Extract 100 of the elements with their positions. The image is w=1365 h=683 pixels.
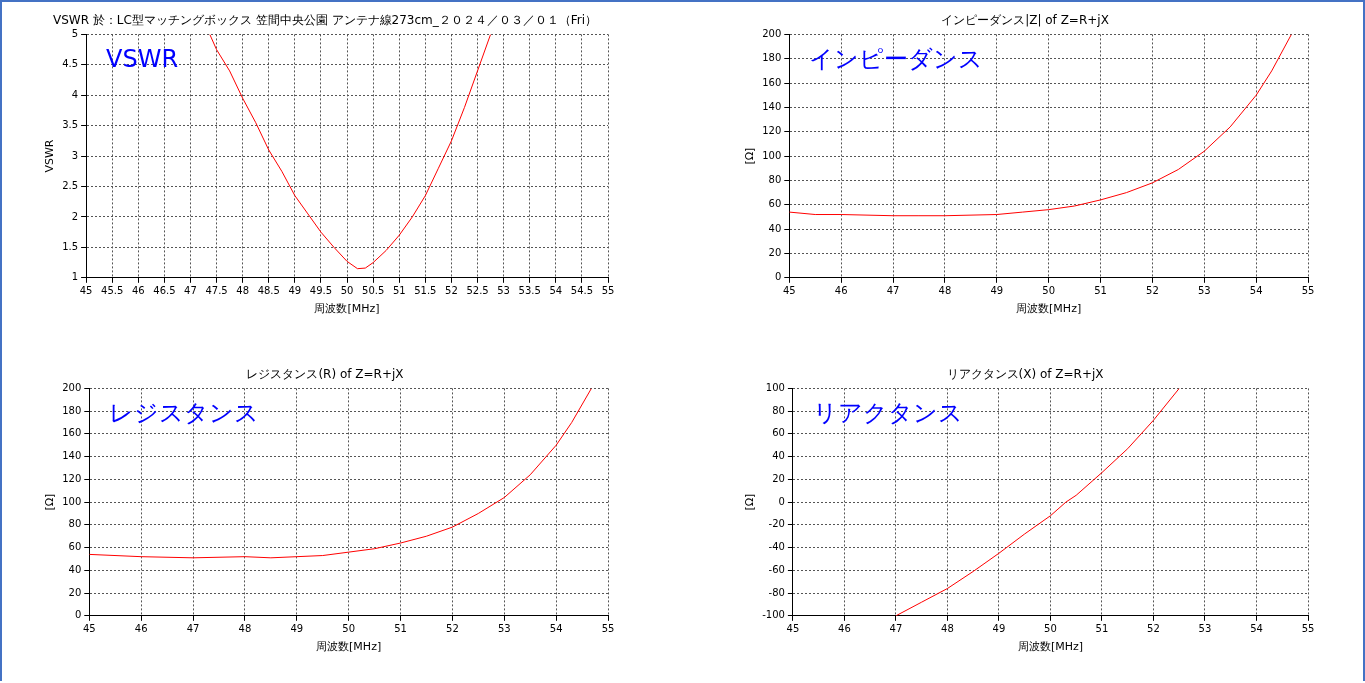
x-tick-label: 45.5 <box>101 285 124 297</box>
x-tick-label: 53 <box>1198 623 1212 635</box>
x-tick-label: 52.5 <box>466 285 489 297</box>
x-tick-label: 45 <box>786 623 800 635</box>
y-tick-label: 200 <box>62 381 82 393</box>
x-tick-label: 54 <box>1250 623 1263 635</box>
y-tick-label: -60 <box>768 563 785 575</box>
y-tick-label: 1.5 <box>62 240 79 252</box>
x-tick-label: 46 <box>838 623 851 635</box>
y-tick-label: 3 <box>71 149 79 161</box>
x-tick-label: 45 <box>79 285 93 297</box>
y-axis-title: [Ω] <box>743 147 757 165</box>
x-tick-label: 54.5 <box>570 285 594 297</box>
x-tick-label: 46 <box>131 285 145 297</box>
y-axis-title: VSWR <box>43 139 57 173</box>
y-tick-label: 40 <box>768 222 782 234</box>
y-tick-label: 2 <box>71 210 79 222</box>
y-tick-label: 140 <box>762 101 782 113</box>
y-tick-label: 2.5 <box>62 180 79 192</box>
y-tick-label: 3.5 <box>62 119 79 131</box>
x-tick-label: 47 <box>186 623 200 635</box>
chart-title: VSWR 於：LC型マッチングボックス 笠間中央公園 アンテナ線273cm_２０２４／０３／０１（Fri） <box>52 13 598 28</box>
y-tick-label: -20 <box>768 518 785 530</box>
y-tick-label: -40 <box>768 541 785 553</box>
x-tick-label: 52 <box>1146 285 1159 297</box>
annotation: リアクタンス <box>812 398 963 427</box>
x-tick-label: 51 <box>392 285 406 297</box>
y-tick-label: 0 <box>74 609 82 621</box>
y-tick-label: 5 <box>71 27 79 39</box>
x-tick-label: 53.5 <box>518 285 541 297</box>
y-tick-label: -80 <box>768 586 785 598</box>
x-tick-label: 52 <box>446 623 459 635</box>
y-tick-label: 40 <box>68 563 82 575</box>
y-tick-label: 40 <box>772 450 785 462</box>
x-tick-label: 47 <box>886 285 900 297</box>
x-tick-label: 51 <box>394 623 407 635</box>
x-axis-title: 周波数[MHz] <box>316 640 382 654</box>
x-tick-label: 55 <box>601 285 615 297</box>
y-tick-label: 120 <box>762 125 782 137</box>
x-tick-label: 54 <box>1249 285 1263 297</box>
annotation: インピーダンス <box>809 44 984 73</box>
x-tick-label: 46.5 <box>153 285 176 297</box>
x-tick-label: 48 <box>941 623 954 635</box>
y-tick-label: 100 <box>765 381 785 393</box>
x-tick-label: 54 <box>549 285 563 297</box>
x-tick-label: 50 <box>340 285 354 297</box>
x-tick-label: 47.5 <box>205 285 228 297</box>
x-axis-title: 周波数[MHz] <box>1016 302 1082 316</box>
y-tick-label: 80 <box>772 404 785 416</box>
x-tick-label: 51.5 <box>414 285 437 297</box>
x-tick-label: 49 <box>992 623 1006 635</box>
x-tick-label: 50 <box>1044 623 1057 635</box>
x-tick-label: 51 <box>1095 623 1109 635</box>
x-tick-label: 51 <box>1094 285 1107 297</box>
y-tick-label: 100 <box>762 149 782 161</box>
x-tick-label: 45 <box>782 285 796 297</box>
y-tick-label: 160 <box>762 76 782 88</box>
y-axis-title: [Ω] <box>43 493 57 511</box>
x-tick-label: 55 <box>1301 623 1315 635</box>
y-tick-label: 140 <box>62 450 82 462</box>
x-tick-label: 52 <box>445 285 458 297</box>
chart-title: リアクタンス(X) of Z=R+jX <box>946 367 1104 382</box>
y-tick-label: 20 <box>768 247 782 259</box>
y-tick-label: 200 <box>762 27 782 39</box>
y-tick-label: 180 <box>762 52 782 64</box>
y-tick-label: 20 <box>772 472 785 484</box>
y-tick-label: 160 <box>62 427 82 439</box>
annotation: レジスタンス <box>109 398 260 427</box>
x-tick-label: 53 <box>497 285 510 297</box>
x-tick-label: 48 <box>236 285 250 297</box>
annotation: VSWR <box>106 44 179 73</box>
x-tick-label: 47 <box>889 623 903 635</box>
y-tick-label: 4.5 <box>62 58 79 70</box>
x-tick-label: 55 <box>601 623 615 635</box>
x-tick-label: 50 <box>1042 285 1056 297</box>
y-tick-label: 1 <box>71 271 79 283</box>
x-tick-label: 49 <box>990 285 1004 297</box>
y-tick-label: 60 <box>768 198 782 210</box>
x-tick-label: 55 <box>1301 285 1315 297</box>
y-axis-title: [Ω] <box>743 493 757 511</box>
x-tick-label: 48 <box>938 285 952 297</box>
y-tick-label: 0 <box>778 495 785 507</box>
x-tick-label: 47 <box>184 285 197 297</box>
x-tick-label: 48 <box>238 623 252 635</box>
x-tick-label: 53 <box>497 623 511 635</box>
y-tick-label: 60 <box>68 541 82 553</box>
chart-title: インピーダンス|Z| of Z=R+jX <box>941 13 1109 28</box>
x-tick-label: 49 <box>288 285 302 297</box>
y-tick-label: 180 <box>62 404 82 416</box>
x-tick-label: 49.5 <box>309 285 333 297</box>
y-tick-label: -100 <box>762 609 785 621</box>
y-tick-label: 100 <box>62 495 82 507</box>
x-tick-label: 50 <box>342 623 356 635</box>
x-tick-label: 52 <box>1147 623 1160 635</box>
x-tick-label: 48.5 <box>257 285 280 297</box>
y-tick-label: 120 <box>62 472 82 484</box>
x-tick-label: 46 <box>834 285 848 297</box>
y-tick-label: 4 <box>71 88 79 100</box>
x-tick-label: 45 <box>82 623 96 635</box>
x-tick-label: 46 <box>134 623 148 635</box>
